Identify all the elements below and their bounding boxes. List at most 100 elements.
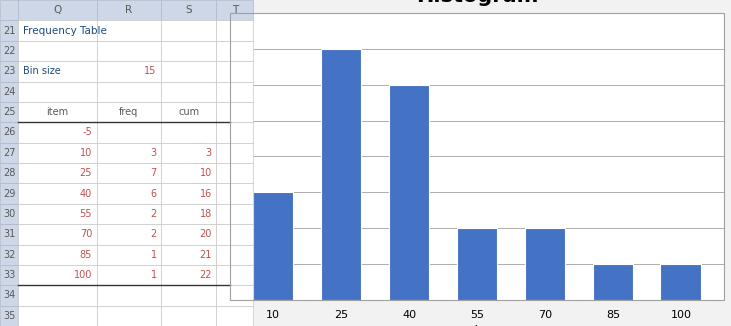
Text: 55: 55 bbox=[80, 209, 92, 219]
Text: Q: Q bbox=[53, 5, 61, 15]
Bar bbox=[96, 143, 162, 163]
Bar bbox=[216, 244, 254, 265]
Text: 2: 2 bbox=[151, 209, 156, 219]
Bar bbox=[96, 82, 162, 102]
Bar bbox=[18, 265, 96, 285]
Text: 20: 20 bbox=[200, 229, 212, 239]
Bar bbox=[18, 163, 96, 183]
Bar bbox=[0, 143, 18, 163]
Bar bbox=[18, 143, 96, 163]
Title: Histogram: Histogram bbox=[416, 0, 538, 6]
Bar bbox=[162, 183, 216, 204]
Text: Bin size: Bin size bbox=[23, 66, 61, 76]
Text: 3: 3 bbox=[151, 148, 156, 158]
Bar bbox=[216, 20, 254, 41]
Text: T: T bbox=[232, 5, 238, 15]
Text: freq: freq bbox=[119, 107, 139, 117]
Text: cum: cum bbox=[178, 107, 200, 117]
Text: 25: 25 bbox=[80, 168, 92, 178]
Bar bbox=[162, 122, 216, 143]
Bar bbox=[216, 265, 254, 285]
Text: 24: 24 bbox=[3, 87, 15, 97]
Bar bbox=[0, 306, 18, 326]
Bar bbox=[216, 61, 254, 82]
Bar bbox=[216, 204, 254, 224]
Bar bbox=[96, 285, 162, 306]
Text: 1: 1 bbox=[151, 250, 156, 260]
Bar bbox=[96, 204, 162, 224]
Bar bbox=[96, 306, 162, 326]
Text: 21: 21 bbox=[200, 250, 212, 260]
Bar bbox=[162, 61, 216, 82]
Text: S: S bbox=[186, 5, 192, 15]
Bar bbox=[96, 122, 162, 143]
Bar bbox=[0, 0, 18, 20]
Bar bbox=[216, 41, 254, 61]
Text: 3: 3 bbox=[205, 148, 212, 158]
Bar bbox=[18, 244, 96, 265]
Bar bbox=[162, 163, 216, 183]
Text: 16: 16 bbox=[200, 188, 212, 199]
Bar bbox=[216, 122, 254, 143]
Bar bbox=[216, 102, 254, 122]
Text: 15: 15 bbox=[144, 66, 156, 76]
Bar bbox=[162, 20, 216, 41]
Bar bbox=[162, 41, 216, 61]
Text: 70: 70 bbox=[80, 229, 92, 239]
Bar bbox=[96, 20, 162, 41]
Bar bbox=[0, 204, 18, 224]
Text: 1: 1 bbox=[151, 270, 156, 280]
Bar bbox=[162, 285, 216, 306]
Text: item: item bbox=[47, 107, 69, 117]
Bar bbox=[216, 82, 254, 102]
Bar bbox=[0, 265, 18, 285]
Text: 40: 40 bbox=[80, 188, 92, 199]
Text: -5: -5 bbox=[83, 127, 92, 138]
Bar bbox=[321, 49, 361, 300]
Bar bbox=[18, 224, 96, 244]
Bar bbox=[216, 183, 254, 204]
Bar bbox=[661, 264, 701, 300]
Bar bbox=[0, 163, 18, 183]
Bar bbox=[216, 224, 254, 244]
Bar bbox=[216, 0, 254, 20]
Bar bbox=[162, 244, 216, 265]
Bar bbox=[18, 61, 96, 82]
Bar bbox=[162, 0, 216, 20]
Bar bbox=[0, 122, 18, 143]
Bar bbox=[216, 143, 254, 163]
Text: 31: 31 bbox=[3, 229, 15, 239]
Text: 35: 35 bbox=[3, 311, 15, 321]
Text: 18: 18 bbox=[200, 209, 212, 219]
Bar bbox=[18, 306, 96, 326]
Bar bbox=[96, 61, 162, 82]
Bar bbox=[162, 224, 216, 244]
Text: 34: 34 bbox=[3, 290, 15, 301]
Bar bbox=[18, 20, 96, 41]
Bar bbox=[18, 183, 96, 204]
Text: 23: 23 bbox=[3, 66, 15, 76]
Text: 85: 85 bbox=[80, 250, 92, 260]
Bar bbox=[0, 244, 18, 265]
Bar bbox=[18, 82, 96, 102]
X-axis label: Bin: Bin bbox=[467, 325, 487, 326]
Bar bbox=[96, 41, 162, 61]
Bar bbox=[593, 264, 633, 300]
Bar bbox=[96, 183, 162, 204]
Text: 30: 30 bbox=[3, 209, 15, 219]
Bar bbox=[96, 163, 162, 183]
Text: 21: 21 bbox=[3, 25, 15, 36]
Bar bbox=[0, 183, 18, 204]
Bar bbox=[0, 20, 18, 41]
Bar bbox=[162, 306, 216, 326]
Bar bbox=[162, 204, 216, 224]
Text: 22: 22 bbox=[200, 270, 212, 280]
Bar bbox=[525, 228, 565, 300]
Bar bbox=[18, 102, 96, 122]
Bar bbox=[96, 265, 162, 285]
Text: 29: 29 bbox=[3, 188, 15, 199]
Bar bbox=[0, 102, 18, 122]
Bar bbox=[0, 224, 18, 244]
Y-axis label: Frequency: Frequency bbox=[195, 124, 208, 189]
Bar bbox=[162, 265, 216, 285]
